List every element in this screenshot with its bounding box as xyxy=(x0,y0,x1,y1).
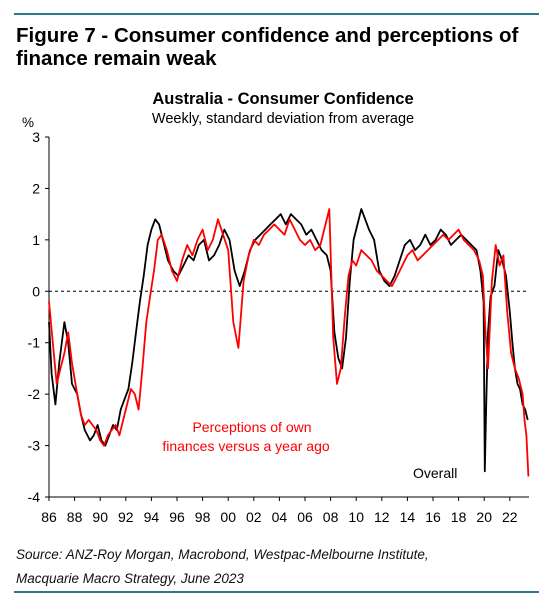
perceptions-annotation-line2: finances versus a year ago xyxy=(162,438,330,454)
y-tick-label: 3 xyxy=(32,129,40,145)
x-tick-label: 20 xyxy=(476,509,492,525)
source-line-2: Macquarie Macro Strategy, June 2023 xyxy=(16,571,244,586)
y-axis-unit-label: % xyxy=(22,115,34,130)
y-tick-label: -2 xyxy=(28,386,41,402)
source-line-1: Source: ANZ-Roy Morgan, Macrobond, Westp… xyxy=(16,547,429,562)
x-tick-label: 22 xyxy=(502,509,518,525)
x-tick-label: 14 xyxy=(400,509,416,525)
y-tick-label: -4 xyxy=(28,489,41,505)
bottom-rule xyxy=(14,591,539,593)
x-tick-label: 04 xyxy=(272,509,288,525)
series-lines xyxy=(48,208,530,477)
x-tick-label: 90 xyxy=(92,509,108,525)
chart-title: Australia - Consumer Confidence xyxy=(152,90,413,108)
overall-annotation: Overall xyxy=(413,465,457,481)
x-tick-label: 08 xyxy=(323,509,339,525)
y-tick-label: 1 xyxy=(32,232,40,248)
top-rule xyxy=(14,13,539,15)
y-tick-label: 2 xyxy=(32,180,40,196)
x-tick-label: 94 xyxy=(144,509,160,525)
y-tick-label: 0 xyxy=(32,283,40,299)
x-tick-label: 96 xyxy=(169,509,185,525)
y-axis-ticks: 3 2 1 0 -1 -2 -3 -4 xyxy=(28,129,49,505)
consumer-confidence-chart: Australia - Consumer Confidence Weekly, … xyxy=(22,90,530,525)
x-tick-label: 88 xyxy=(67,509,83,525)
chart-subtitle: Weekly, standard deviation from average xyxy=(152,111,414,127)
y-tick-label: -3 xyxy=(28,438,41,454)
figure-title: Figure 7 - Consumer confidence and perce… xyxy=(16,24,519,70)
x-axis-ticks: 86 88 90 92 94 96 98 00 02 04 06 08 10 12 14 16 18 20 22 xyxy=(41,497,518,525)
perceptions-annotation-line1: Perceptions of own xyxy=(192,419,311,435)
x-tick-label: 86 xyxy=(41,509,57,525)
x-tick-label: 06 xyxy=(297,509,313,525)
x-tick-label: 98 xyxy=(195,509,211,525)
overall-series-line xyxy=(48,208,529,473)
x-tick-label: 02 xyxy=(246,509,262,525)
x-tick-label: 16 xyxy=(425,509,441,525)
perceptions-series-line xyxy=(48,208,530,477)
source-note: Source: ANZ-Roy Morgan, Macrobond, Westp… xyxy=(16,543,541,591)
x-tick-label: 18 xyxy=(451,509,467,525)
x-tick-label: 12 xyxy=(374,509,390,525)
y-tick-label: -1 xyxy=(28,335,41,351)
x-tick-label: 10 xyxy=(348,509,364,525)
x-tick-label: 92 xyxy=(118,509,134,525)
axes xyxy=(48,137,529,498)
x-tick-label: 00 xyxy=(220,509,236,525)
